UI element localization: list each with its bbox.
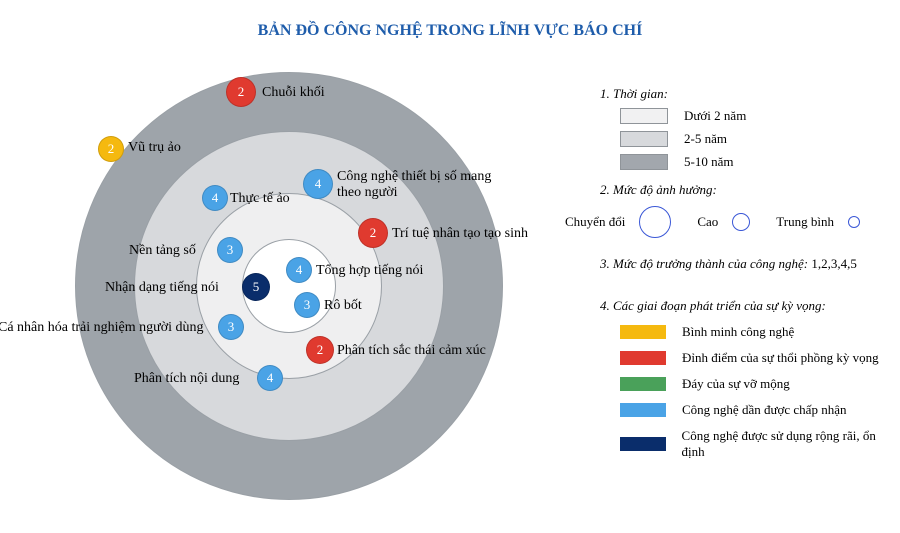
node-vu-tru-ao: 2 (98, 136, 124, 162)
node-label-chuoi-khoi: Chuỗi khối (262, 85, 325, 101)
legend-time-row-0: Dưới 2 năm (620, 108, 746, 124)
legend-swatch (620, 437, 666, 451)
node-nen-tang-so: 3 (217, 237, 243, 263)
node-phan-tich-sac: 2 (306, 336, 334, 364)
legend-label: 2-5 năm (684, 131, 727, 147)
legend-label: Công nghệ được sử dụng rộng rãi, ổn định (682, 428, 900, 460)
legend-swatch (620, 131, 668, 147)
legend-stage-row-4: Công nghệ được sử dụng rộng rãi, ổn định (620, 428, 900, 460)
node-label-thuc-te-ao: Thực tế ảo (230, 191, 290, 207)
legend-swatch (620, 108, 668, 124)
legend-maturity-heading: 3. Mức độ trưởng thành của công nghệ: 1,… (600, 256, 857, 272)
impact-circle-2 (848, 216, 860, 228)
node-label-nen-tang-so: Nền tảng số (129, 243, 196, 259)
legend-label: Dưới 2 năm (684, 108, 746, 124)
node-tbs-theo-nguoi: 4 (303, 169, 333, 199)
legend-stage-row-2: Đáy của sự vỡ mộng (620, 376, 790, 392)
legend-swatch (620, 351, 666, 365)
legend-label: Công nghệ dần được chấp nhận (682, 402, 846, 418)
legend-impact-heading: 2. Mức độ ảnh hưởng: (600, 182, 717, 198)
node-ro-bot: 3 (294, 292, 320, 318)
legend-impact-row: Chuyển đổi Cao Trung bình (565, 206, 876, 238)
legend-stage-row-1: Đỉnh điểm của sự thổi phồng kỳ vọng (620, 350, 879, 366)
node-label-tbs-theo-nguoi: Công nghệ thiết bị số mangtheo người (337, 169, 491, 201)
impact-circle-1 (732, 213, 750, 231)
legend-stage-row-0: Bình minh công nghệ (620, 324, 794, 340)
legend-time-heading: 1. Thời gian: (600, 86, 668, 102)
node-nhan-dang-tn: 5 (242, 273, 270, 301)
legend-swatch (620, 325, 666, 339)
legend-label: Đỉnh điểm của sự thổi phồng kỳ vọng (682, 350, 879, 366)
page-title: BẢN ĐỒ CÔNG NGHỆ TRONG LĨNH VỰC BÁO CHÍ (0, 22, 900, 40)
node-tri-tue-nt: 2 (358, 218, 388, 248)
legend-time-row-2: 5-10 năm (620, 154, 733, 170)
legend-swatch (620, 377, 666, 391)
node-thuc-te-ao: 4 (202, 185, 228, 211)
legend-label: Đáy của sự vỡ mộng (682, 376, 790, 392)
legend-label: Bình minh công nghệ (682, 324, 794, 340)
node-label-tri-tue-nt: Trí tuệ nhân tạo tạo sinh (392, 226, 528, 242)
node-label-nhan-dang-tn: Nhận dạng tiếng nói (105, 280, 219, 296)
impact-label-1: Cao (697, 214, 718, 230)
node-label-ro-bot: Rô bốt (324, 298, 362, 314)
node-ca-nhan-hoa: 3 (218, 314, 244, 340)
legend-swatch (620, 154, 668, 170)
impact-circle-0 (639, 206, 671, 238)
node-chuoi-khoi: 2 (226, 77, 256, 107)
node-label-phan-tich-nd: Phân tích nội dung (134, 371, 239, 387)
legend-swatch (620, 403, 666, 417)
node-label-vu-tru-ao: Vũ trụ ảo (128, 140, 181, 156)
node-label-tong-hop-tn: Tổng hợp tiếng nói (316, 263, 423, 279)
legend-stages-heading: 4. Các giai đoạn phát triển của sự kỳ vọ… (600, 298, 826, 314)
node-tong-hop-tn: 4 (286, 257, 312, 283)
node-label-ca-nhan-hoa: Cá nhân hóa trải nghiệm người dùng (0, 320, 204, 336)
diagram-stage: BẢN ĐỒ CÔNG NGHỆ TRONG LĨNH VỰC BÁO CHÍ 2… (0, 0, 900, 533)
impact-label-0: Chuyển đổi (565, 214, 625, 230)
node-label-phan-tich-sac: Phân tích sắc thái cảm xúc (337, 343, 486, 359)
legend-stage-row-3: Công nghệ dần được chấp nhận (620, 402, 846, 418)
node-phan-tich-nd: 4 (257, 365, 283, 391)
impact-label-2: Trung bình (776, 214, 834, 230)
legend-label: 5-10 năm (684, 154, 733, 170)
legend-maturity-values: 1,2,3,4,5 (811, 256, 857, 271)
legend-time-row-1: 2-5 năm (620, 131, 727, 147)
